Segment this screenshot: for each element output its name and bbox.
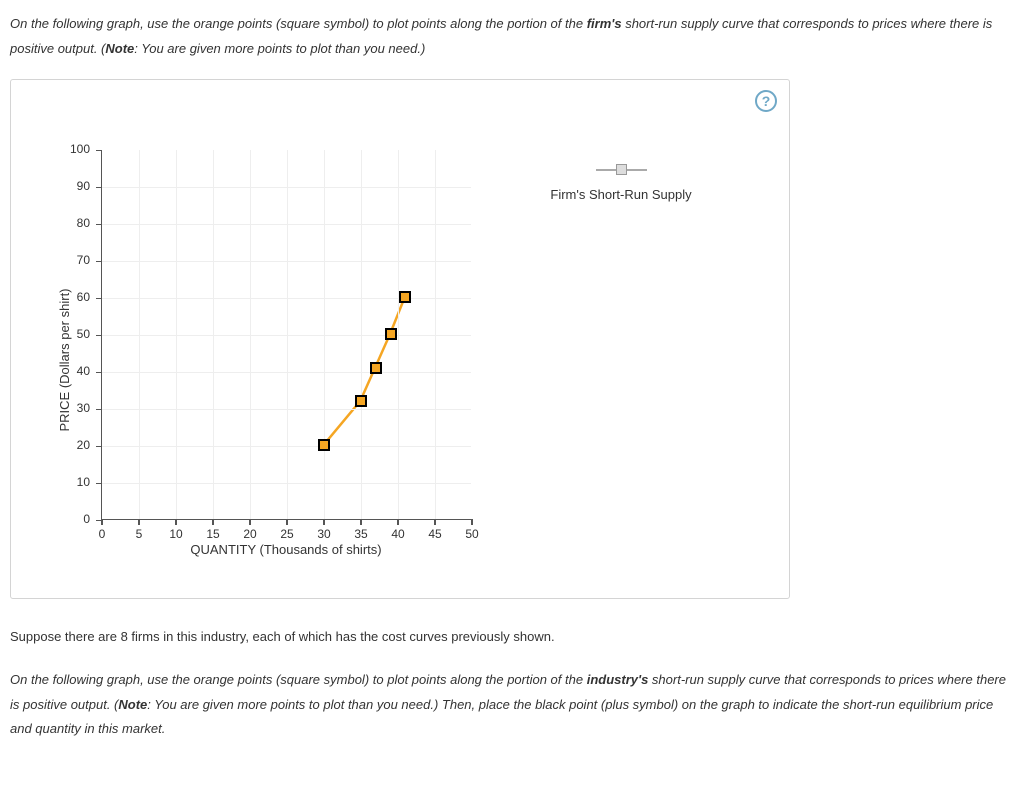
x-tick <box>323 519 325 525</box>
grid-line-h <box>102 409 471 410</box>
x-tick-label: 0 <box>99 527 106 541</box>
instruction-2: On the following graph, use the orange p… <box>10 668 1014 742</box>
y-tick <box>96 224 102 226</box>
legend[interactable]: Firm's Short-Run Supply <box>511 164 731 202</box>
y-tick-label: 0 <box>83 512 90 526</box>
x-tick-label: 50 <box>465 527 478 541</box>
x-tick-label: 35 <box>354 527 367 541</box>
y-tick-label: 100 <box>70 142 90 156</box>
x-tick-label: 30 <box>317 527 330 541</box>
instruction-1: On the following graph, use the orange p… <box>10 12 1014 61</box>
instruction-1-pre: On the following graph, use the orange p… <box>10 16 587 31</box>
x-tick <box>249 519 251 525</box>
grid-line-h <box>102 261 471 262</box>
grid-line-h <box>102 335 471 336</box>
x-tick-label: 25 <box>280 527 293 541</box>
grid-line-h <box>102 298 471 299</box>
y-tick <box>96 298 102 300</box>
y-tick-label: 70 <box>77 253 90 267</box>
x-tick <box>138 519 140 525</box>
y-tick <box>96 483 102 485</box>
note-label-1: Note <box>105 41 134 56</box>
help-icon[interactable]: ? <box>755 90 777 112</box>
x-tick <box>471 519 473 525</box>
y-tick <box>96 409 102 411</box>
x-tick <box>434 519 436 525</box>
legend-label: Firm's Short-Run Supply <box>511 187 731 202</box>
y-tick <box>96 372 102 374</box>
legend-line-left <box>596 169 616 171</box>
y-tick-label: 90 <box>77 179 90 193</box>
x-tick <box>397 519 399 525</box>
grid-line-h <box>102 446 471 447</box>
y-tick <box>96 150 102 152</box>
grid-line-h <box>102 483 471 484</box>
instruction-2-pre: On the following graph, use the orange p… <box>10 672 587 687</box>
y-tick-label: 50 <box>77 327 90 341</box>
y-tick-label: 60 <box>77 290 90 304</box>
note-text-1: : You are given more points to plot than… <box>134 41 425 56</box>
note-text-2: : You are given more points to plot than… <box>10 697 993 737</box>
x-axis-label: QUANTITY (Thousands of shirts) <box>101 542 471 624</box>
y-tick-label: 40 <box>77 364 90 378</box>
x-tick <box>286 519 288 525</box>
plot-area[interactable]: 0510152025303540455001020304050607080901… <box>101 150 471 520</box>
help-icon-glyph: ? <box>762 93 771 109</box>
grid-line-h <box>102 187 471 188</box>
supply-point-marker[interactable] <box>355 395 367 407</box>
x-tick-label: 20 <box>243 527 256 541</box>
instruction-1-bold: firm's <box>587 16 622 31</box>
chart-panel: ? PRICE (Dollars per shirt) 051015202530… <box>10 79 790 599</box>
supply-point-marker[interactable] <box>370 362 382 374</box>
x-tick <box>360 519 362 525</box>
note-label-2: Note <box>118 697 147 712</box>
y-tick <box>96 187 102 189</box>
instruction-2-bold: industry's <box>587 672 649 687</box>
legend-square-icon <box>616 164 627 175</box>
x-tick-label: 40 <box>391 527 404 541</box>
x-tick-label: 5 <box>136 527 143 541</box>
y-tick <box>96 261 102 263</box>
x-tick <box>175 519 177 525</box>
grid-line-h <box>102 224 471 225</box>
supply-point-marker[interactable] <box>318 439 330 451</box>
grid-line-h <box>102 372 471 373</box>
supply-point-marker[interactable] <box>385 328 397 340</box>
x-tick <box>212 519 214 525</box>
y-tick-label: 30 <box>77 401 90 415</box>
y-tick-label: 80 <box>77 216 90 230</box>
y-tick <box>96 520 102 522</box>
supply-point-marker[interactable] <box>399 291 411 303</box>
legend-line-right <box>627 169 647 171</box>
y-tick-label: 10 <box>77 475 90 489</box>
x-tick-label: 10 <box>169 527 182 541</box>
y-tick <box>96 446 102 448</box>
y-tick-label: 20 <box>77 438 90 452</box>
y-axis-label: PRICE (Dollars per shirt) <box>57 289 72 432</box>
chart-wrap: PRICE (Dollars per shirt) 05101520253035… <box>41 140 761 580</box>
middle-text: Suppose there are 8 firms in this indust… <box>10 625 1014 650</box>
y-tick <box>96 335 102 337</box>
legend-marker <box>511 164 731 175</box>
x-tick-label: 45 <box>428 527 441 541</box>
x-tick-label: 15 <box>206 527 219 541</box>
